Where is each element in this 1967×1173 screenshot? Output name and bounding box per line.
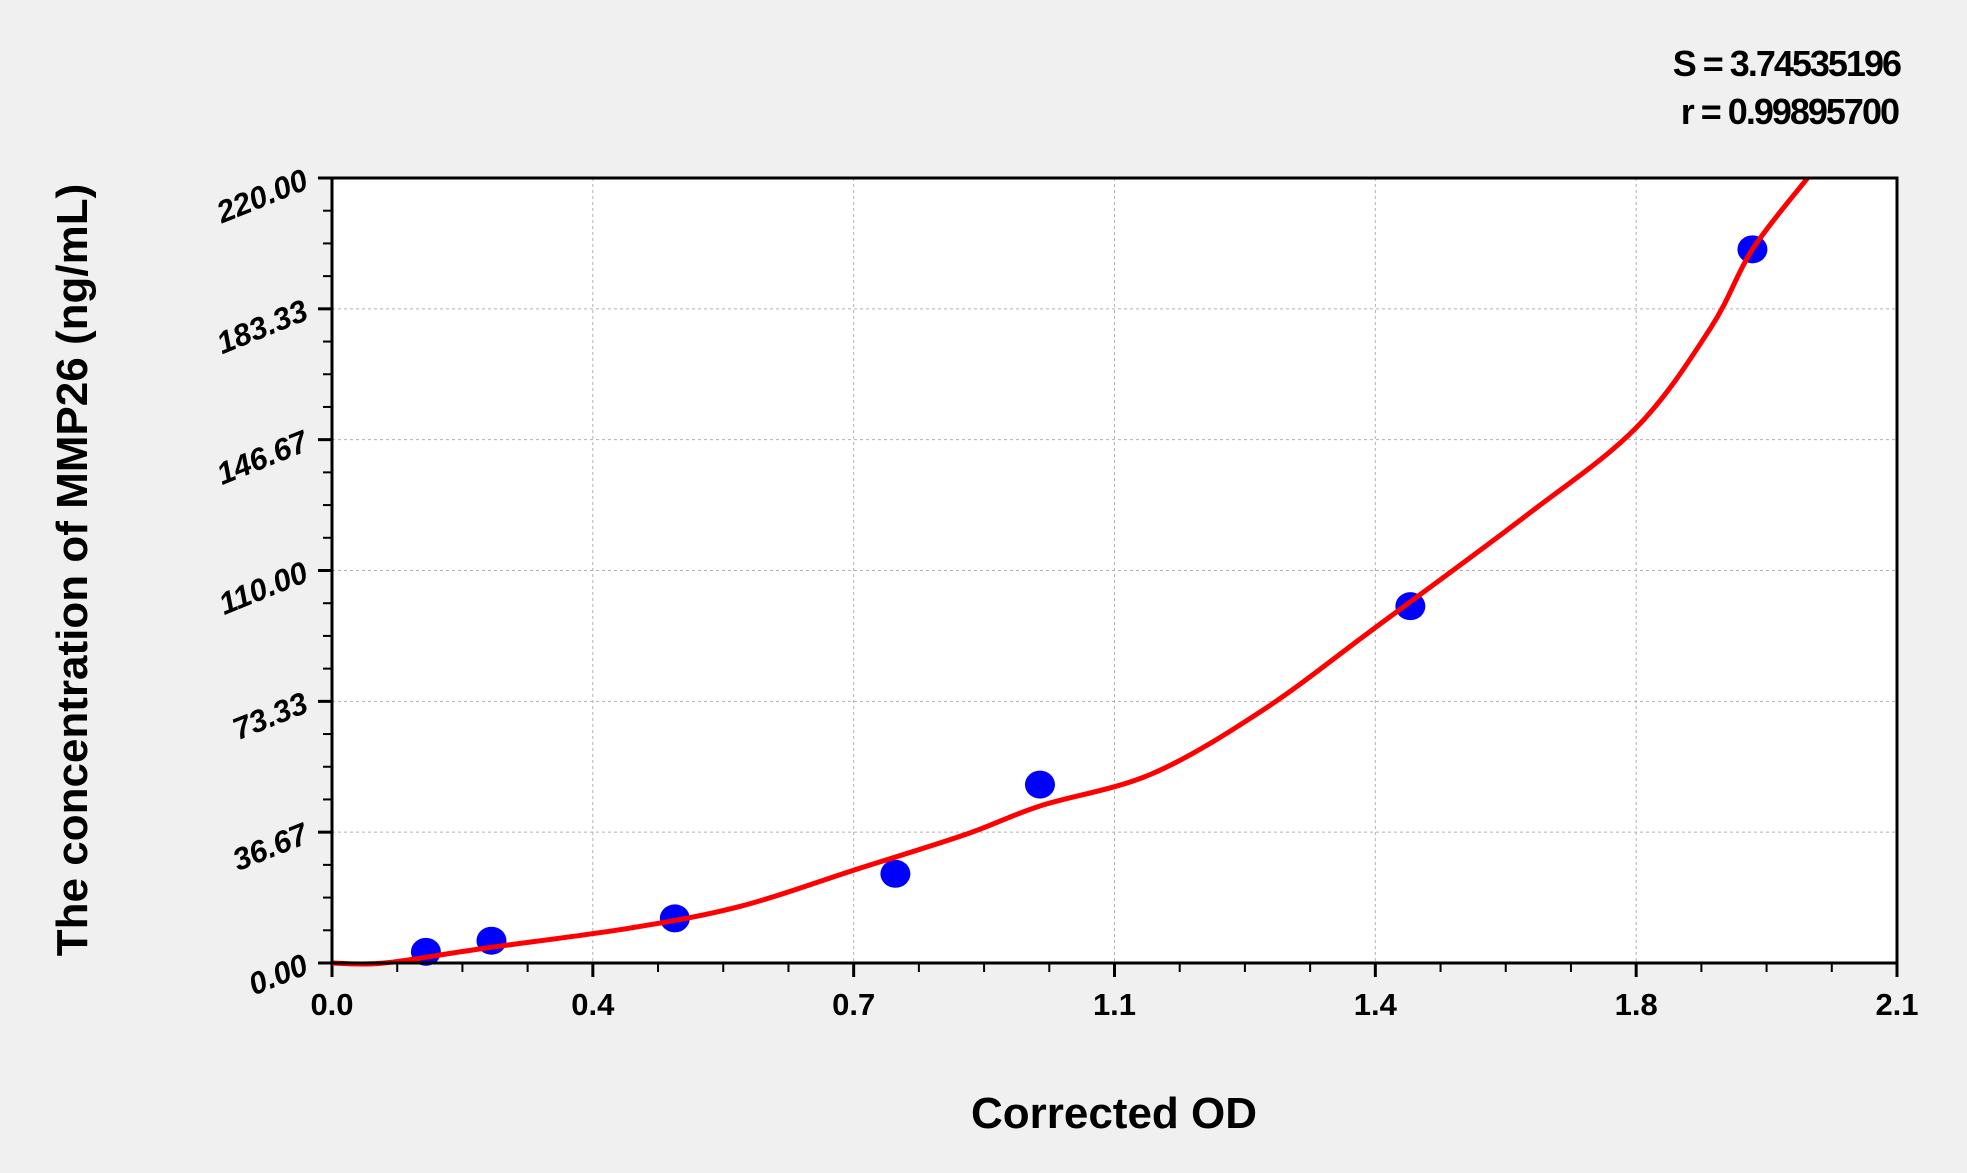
x-tick-label: 0.4 — [571, 987, 615, 1022]
x-tick-label: 0.0 — [310, 987, 353, 1022]
data-point — [880, 859, 911, 888]
stat-r: r = 0.99895700 — [1681, 91, 1899, 132]
fit-curve — [331, 176, 1810, 967]
gridlines — [332, 178, 1897, 963]
x-tick-label: 2.1 — [1875, 987, 1918, 1022]
stat-s: S = 3.74535196 — [1673, 43, 1901, 84]
x-tick-labels: 0.0 0.4 0.7 1.1 1.4 1.8 2.1 — [310, 987, 1918, 1022]
y-axis-title: The concentration of MMP26 (ng/mL) — [48, 184, 97, 956]
x-tick-label: 1.1 — [1093, 987, 1136, 1022]
plot-frame — [330, 176, 1899, 965]
data-point — [1024, 770, 1055, 799]
x-tick-label: 0.7 — [832, 987, 875, 1022]
x-tick-label: 1.8 — [1615, 987, 1658, 1022]
x-tick-label: 1.4 — [1354, 987, 1398, 1022]
x-axis-title: Corrected OD — [971, 1089, 1257, 1138]
